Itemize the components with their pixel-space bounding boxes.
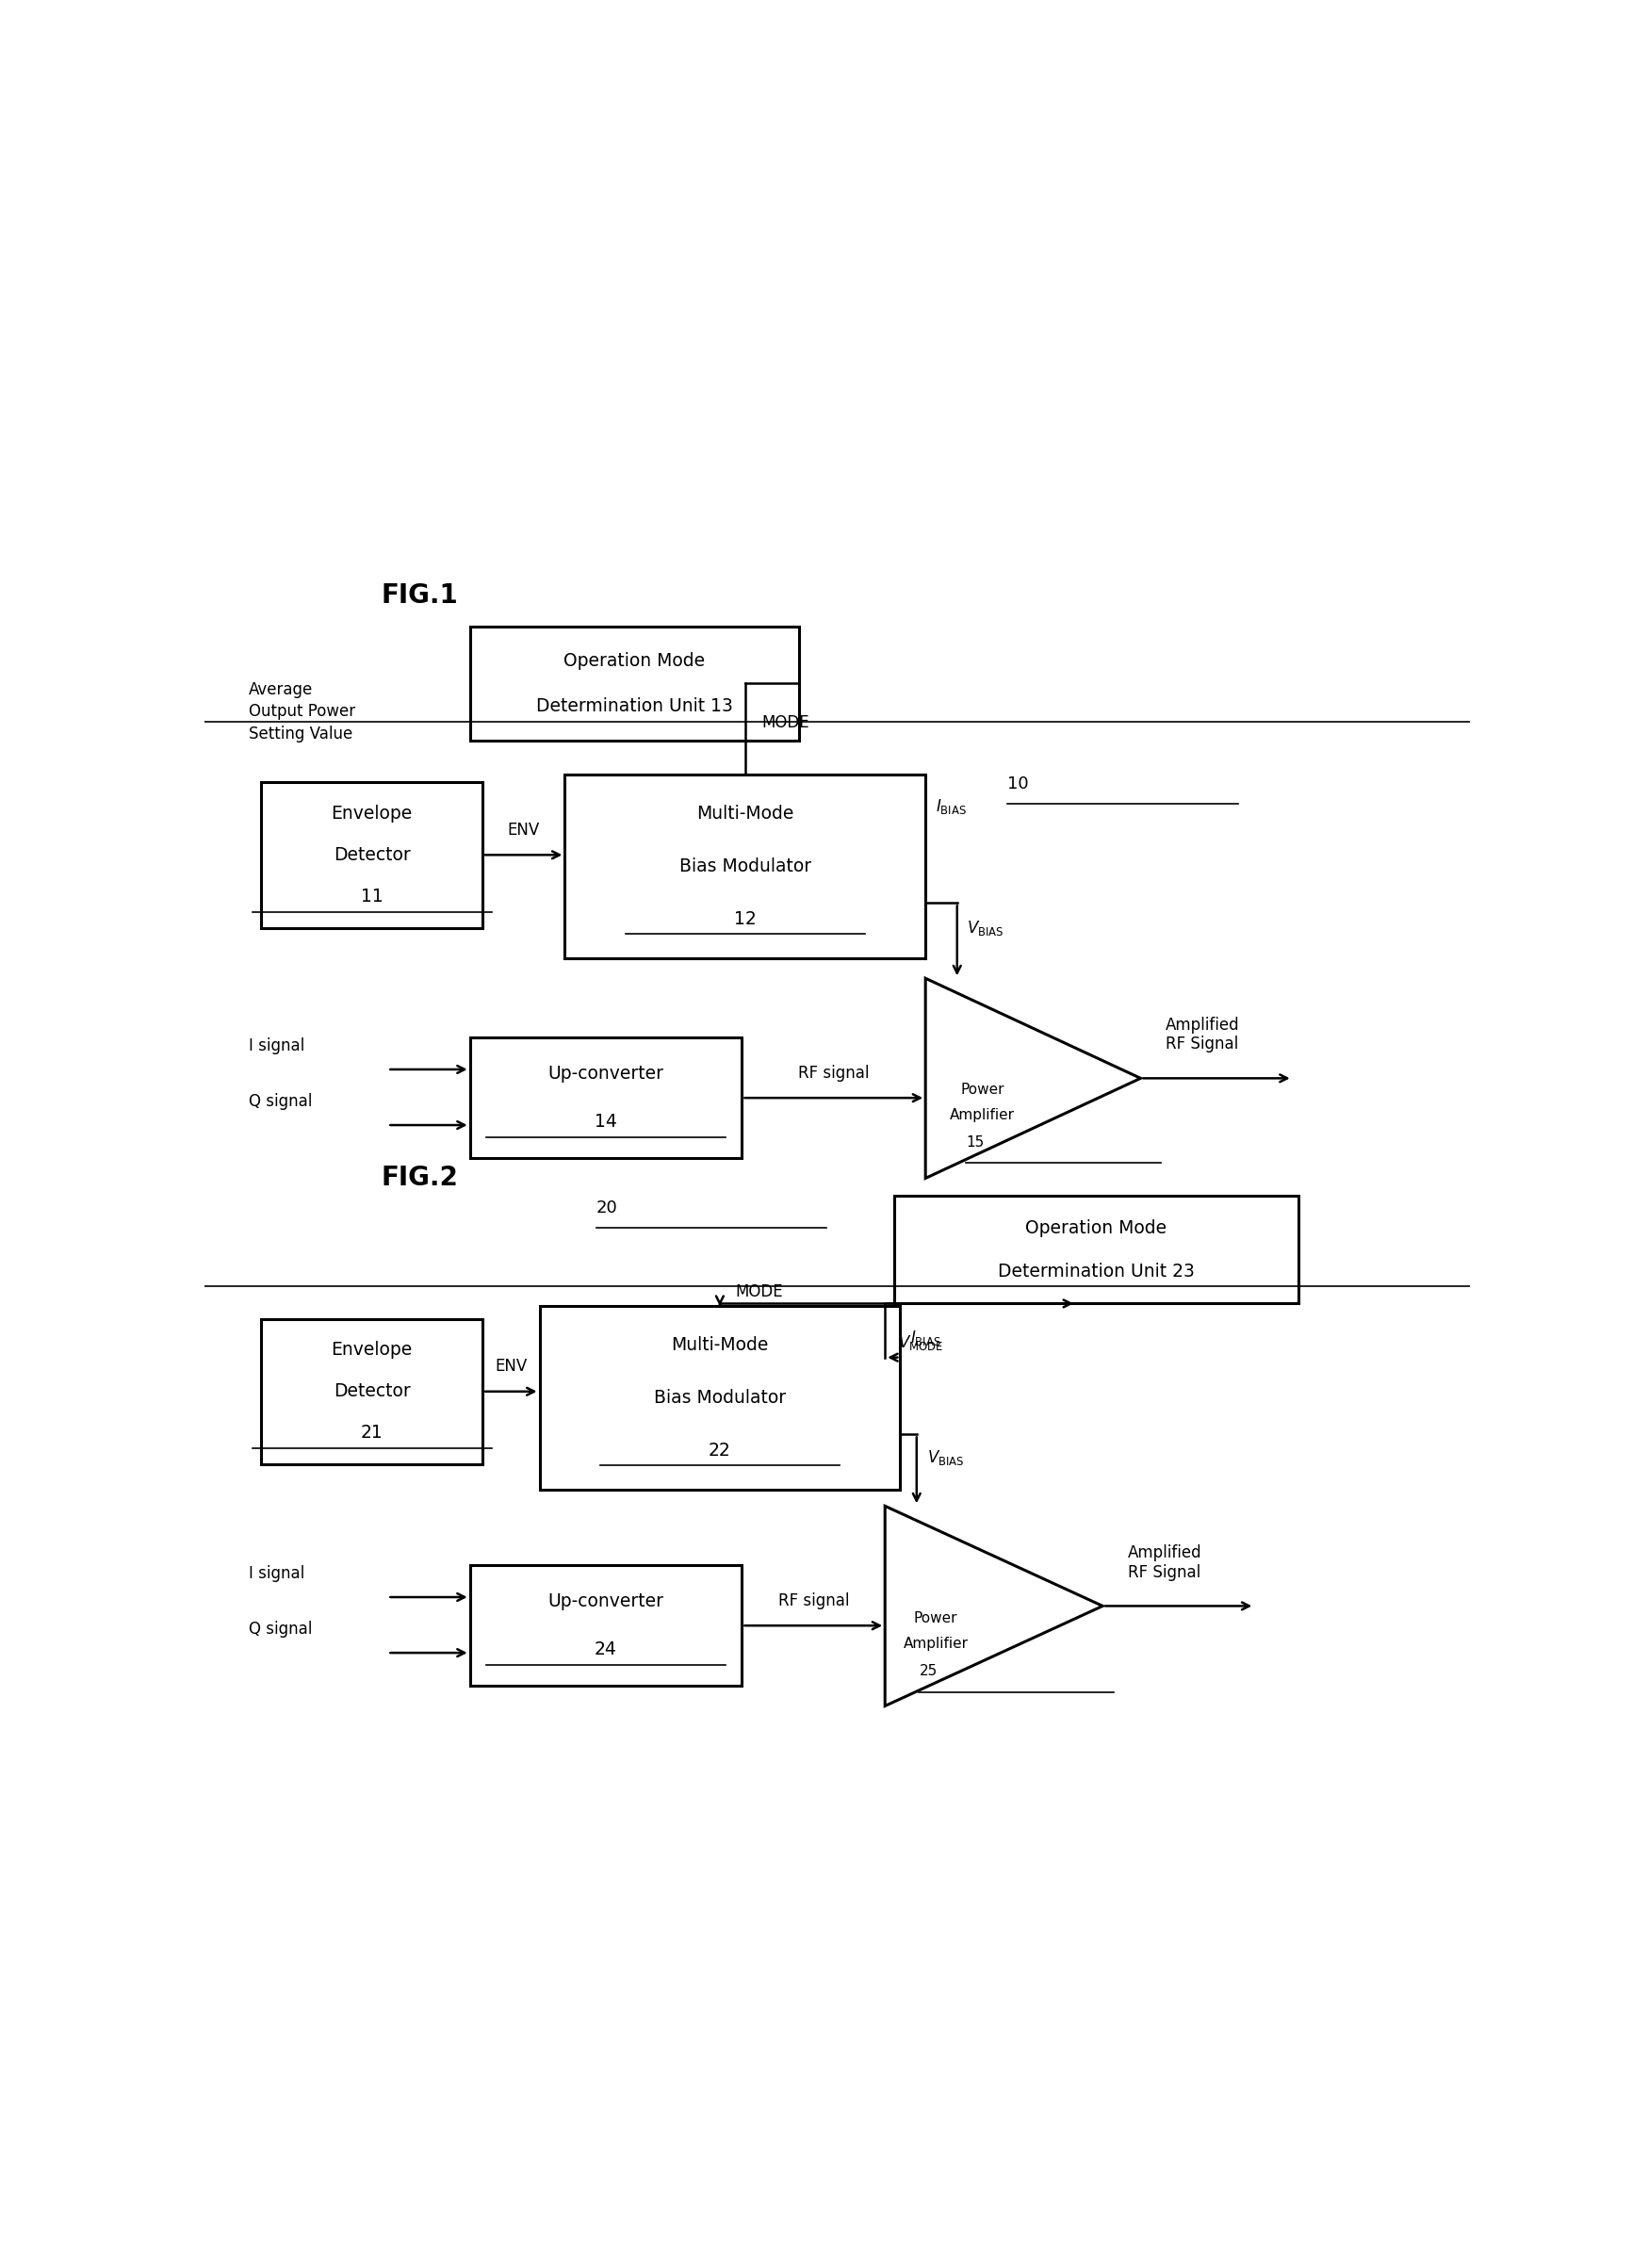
Text: ENV: ENV	[494, 1359, 527, 1374]
Text: Operation Mode: Operation Mode	[563, 651, 705, 669]
Text: $I_{\mathrm{BIAS}}$: $I_{\mathrm{BIAS}}$	[909, 1329, 942, 1347]
Text: Envelope: Envelope	[331, 1340, 413, 1359]
Text: RF signal: RF signal	[798, 1064, 868, 1082]
Text: Amplified
RF Signal: Amplified RF Signal	[1128, 1545, 1201, 1581]
Text: Up-converter: Up-converter	[548, 1066, 664, 1082]
Text: 14: 14	[594, 1114, 617, 1132]
Bar	[565, 776, 925, 957]
Text: Up-converter: Up-converter	[548, 1592, 664, 1610]
Text: Multi-Mode: Multi-Mode	[695, 805, 793, 823]
Text: Q signal: Q signal	[248, 1093, 312, 1109]
Bar	[539, 1306, 899, 1490]
Text: Determination Unit 13: Determination Unit 13	[535, 696, 733, 714]
Text: Determination Unit 23: Determination Unit 23	[997, 1263, 1195, 1279]
Text: 22: 22	[708, 1440, 731, 1458]
Text: Bias Modulator: Bias Modulator	[653, 1388, 785, 1406]
Text: $V_{\mathrm{BIAS}}$: $V_{\mathrm{BIAS}}$	[927, 1449, 963, 1467]
Text: 20: 20	[596, 1200, 617, 1216]
Text: I signal: I signal	[248, 1565, 304, 1583]
Text: Envelope: Envelope	[331, 805, 413, 823]
Text: Amplified
RF Signal: Amplified RF Signal	[1165, 1016, 1239, 1052]
Text: Power: Power	[960, 1082, 1004, 1098]
Text: $V_{\mathrm{MODE}}$: $V_{\mathrm{MODE}}$	[898, 1334, 942, 1352]
Text: Power: Power	[914, 1613, 956, 1626]
Text: Detector: Detector	[333, 846, 410, 864]
Bar	[470, 1565, 741, 1685]
Bar	[261, 782, 483, 928]
Text: $I_{\mathrm{BIAS}}$: $I_{\mathrm{BIAS}}$	[935, 796, 966, 816]
Text: 21: 21	[361, 1424, 384, 1442]
Text: MODE: MODE	[734, 1284, 782, 1300]
Text: FIG.2: FIG.2	[382, 1163, 459, 1191]
Text: MODE: MODE	[761, 714, 809, 730]
Text: I signal: I signal	[248, 1036, 304, 1055]
Text: 10: 10	[1007, 776, 1028, 794]
Text: 25: 25	[919, 1665, 937, 1678]
Text: $V_{\mathrm{BIAS}}$: $V_{\mathrm{BIAS}}$	[966, 919, 1004, 937]
Bar	[261, 1318, 483, 1465]
Bar	[470, 626, 798, 739]
Text: Multi-Mode: Multi-Mode	[671, 1336, 769, 1354]
Text: Detector: Detector	[333, 1383, 410, 1399]
Text: FIG.1: FIG.1	[382, 583, 459, 608]
Bar	[470, 1039, 741, 1159]
Text: 12: 12	[733, 909, 756, 928]
Text: Operation Mode: Operation Mode	[1025, 1220, 1167, 1236]
Text: Bias Modulator: Bias Modulator	[679, 857, 811, 875]
Text: ENV: ENV	[508, 821, 540, 839]
Text: 11: 11	[361, 887, 384, 905]
Text: Q signal: Q signal	[248, 1622, 312, 1637]
Bar	[893, 1195, 1297, 1304]
Text: Amplifier: Amplifier	[902, 1637, 968, 1651]
Text: Amplifier: Amplifier	[950, 1107, 1015, 1123]
Text: 15: 15	[966, 1136, 984, 1150]
Text: Average
Output Power
Setting Value: Average Output Power Setting Value	[248, 680, 354, 742]
Text: RF signal: RF signal	[777, 1592, 849, 1610]
Text: 24: 24	[594, 1640, 617, 1658]
